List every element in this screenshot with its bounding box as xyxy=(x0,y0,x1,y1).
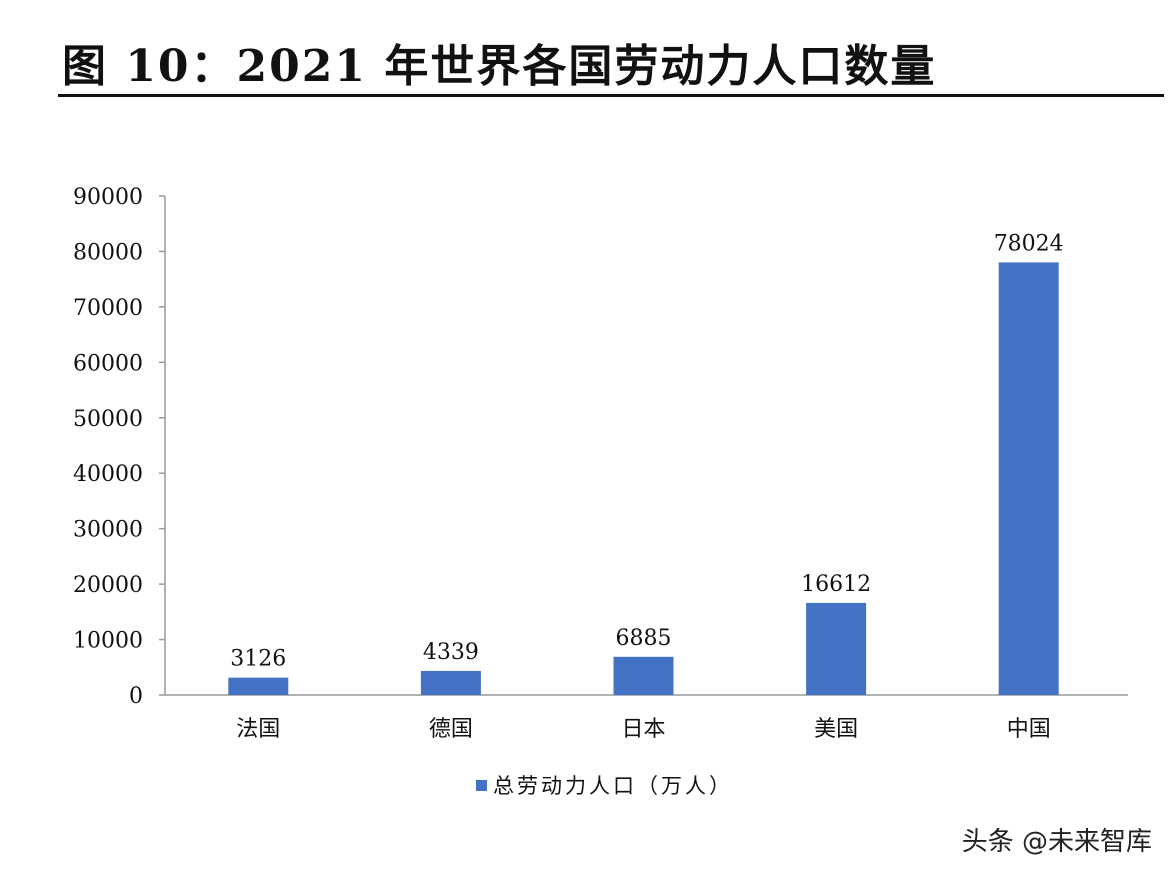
bar xyxy=(228,677,289,695)
y-tick-label: 20000 xyxy=(73,573,143,598)
legend-label: 总劳动力人口（万人） xyxy=(493,774,733,798)
watermark: 头条 @未来智库 xyxy=(961,827,1152,857)
legend: 总劳动力人口（万人） xyxy=(476,770,733,800)
category-label: 美国 xyxy=(814,717,858,742)
y-tick-label: 40000 xyxy=(73,462,143,487)
chart-axes xyxy=(164,196,1128,696)
bar xyxy=(806,602,867,695)
category-label: 法国 xyxy=(236,717,280,742)
y-tick-label: 60000 xyxy=(73,351,143,376)
chart-title: 图 10：2021 年世界各国劳动力人口数量 xyxy=(62,41,937,92)
data-label: 4339 xyxy=(423,640,479,665)
y-tick-label: 30000 xyxy=(73,518,143,543)
y-tick-label: 90000 xyxy=(73,185,143,210)
category-label: 中国 xyxy=(1007,717,1051,742)
data-label: 3126 xyxy=(230,647,286,672)
y-tick-label: 0 xyxy=(129,684,143,709)
y-tick-label: 10000 xyxy=(73,629,143,654)
category-label: 德国 xyxy=(429,717,473,742)
title-underline xyxy=(58,94,1164,97)
bar xyxy=(998,262,1059,695)
legend-swatch xyxy=(476,779,487,791)
bar xyxy=(613,656,674,695)
data-labels: 3126 4339 6885 16612 78024 xyxy=(230,231,1063,671)
y-tick-label: 70000 xyxy=(73,296,143,321)
data-label: 78024 xyxy=(994,231,1064,256)
bar xyxy=(420,670,481,695)
category-label: 日本 xyxy=(621,717,665,742)
y-axis-ticks: 0 10000 20000 30000 40000 50000 60000 70000 8000… xyxy=(73,185,165,709)
data-label: 6885 xyxy=(616,626,672,651)
bars xyxy=(228,262,1059,695)
y-tick-label: 50000 xyxy=(73,407,143,432)
y-tick-label: 80000 xyxy=(73,240,143,265)
data-label: 16612 xyxy=(801,572,871,597)
category-labels: 法国 德国 日本 美国 中国 xyxy=(236,717,1050,742)
